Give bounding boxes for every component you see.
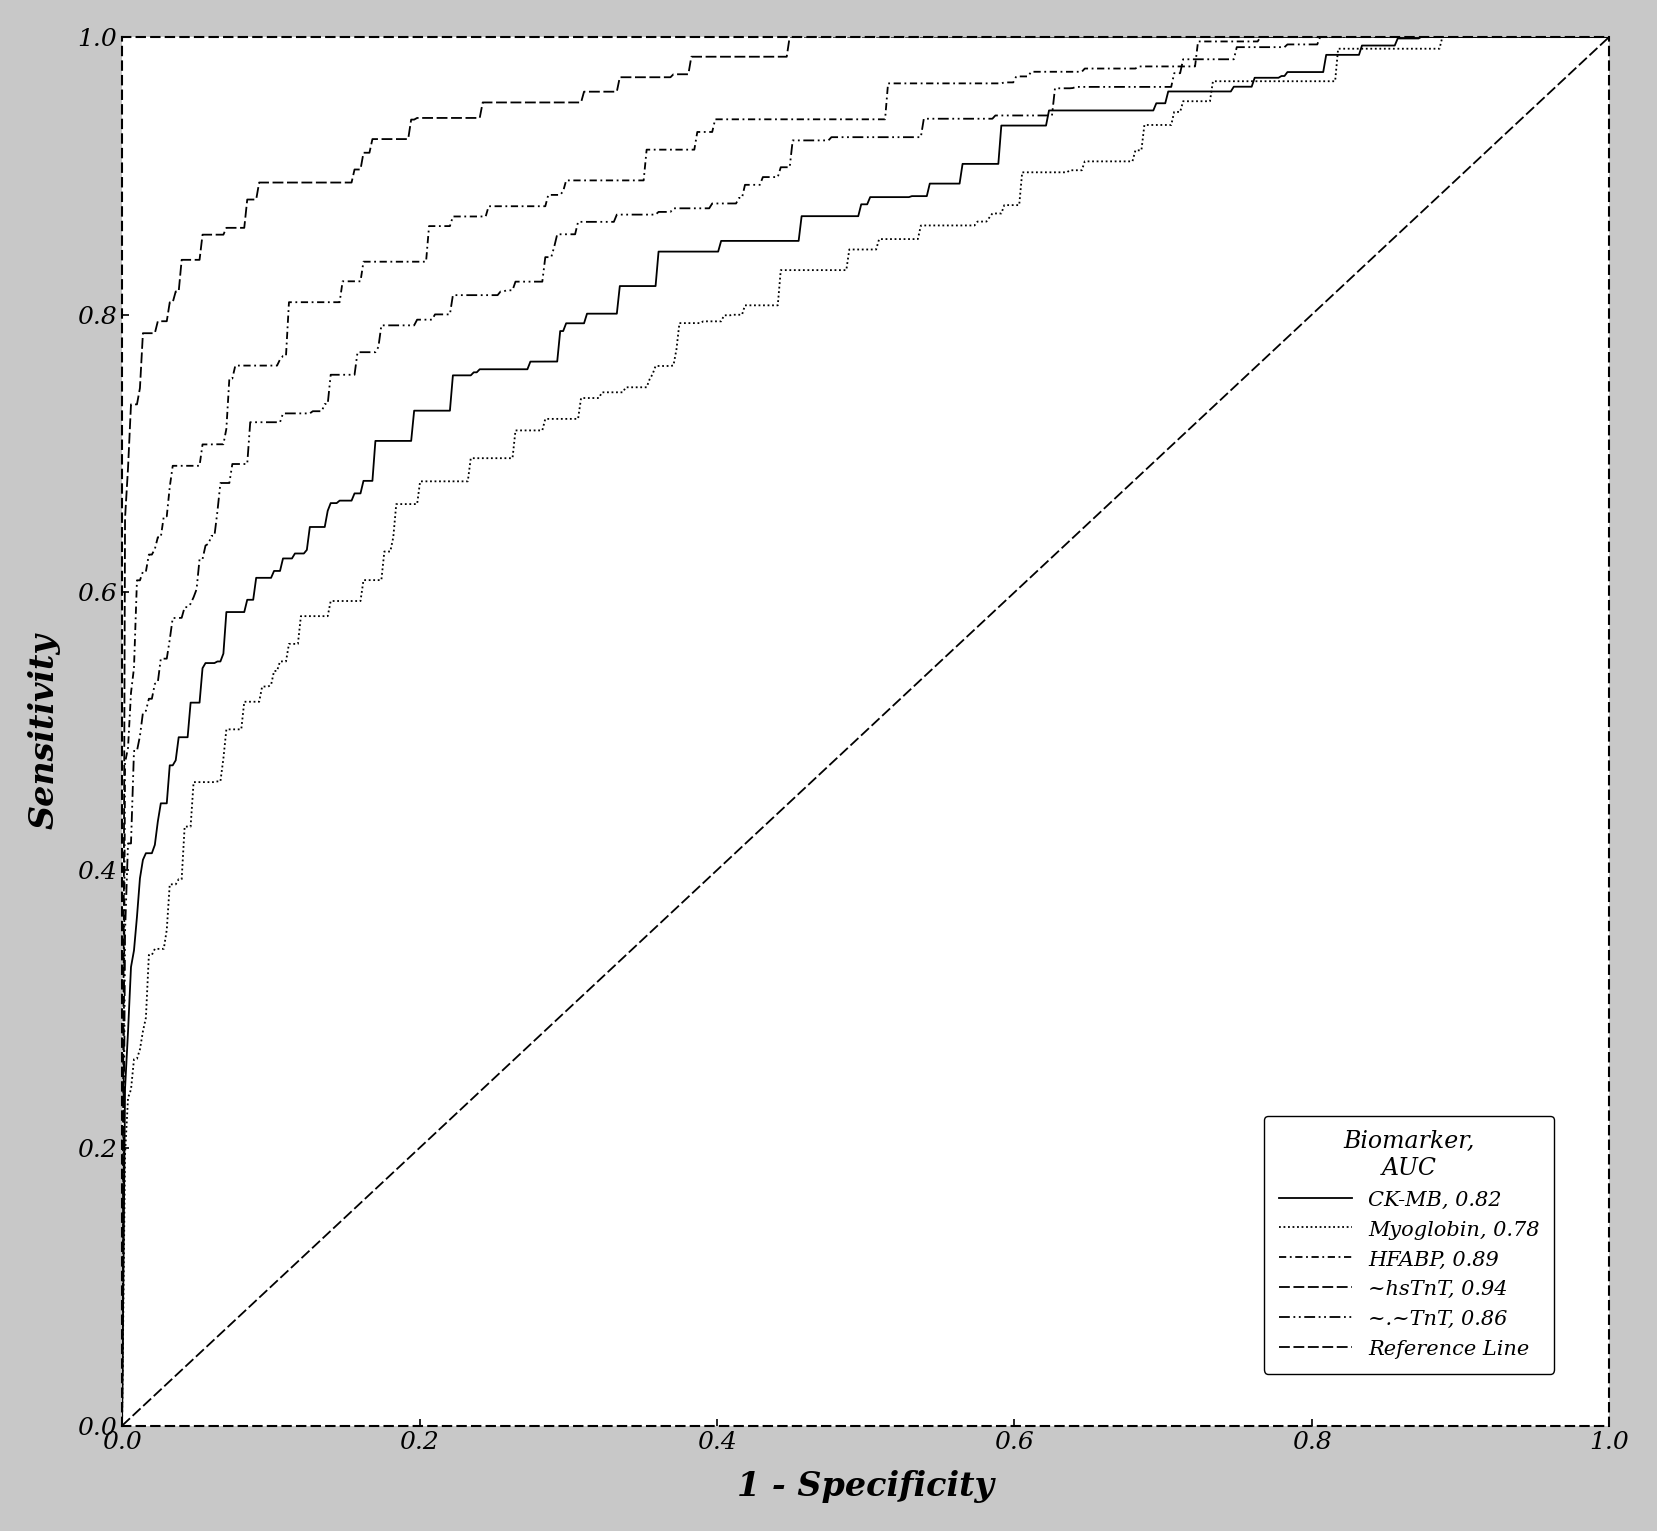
~.~TnT, 0.86 xyxy=(827,129,847,147)
HFABP, 0.89 xyxy=(1334,28,1354,46)
~hsTnT, 0.94 xyxy=(920,28,940,46)
Line: HFABP, 0.89: HFABP, 0.89 xyxy=(123,37,1609,1425)
~hsTnT, 0.94 xyxy=(1566,28,1586,46)
HFABP, 0.89 xyxy=(1599,28,1619,46)
Myoglobin, 0.78 xyxy=(998,196,1017,214)
~.~TnT, 0.86 xyxy=(1370,28,1390,46)
CK-MB, 0.82 xyxy=(113,1416,133,1435)
HFABP, 0.89 xyxy=(916,73,936,92)
~.~TnT, 0.86 xyxy=(819,132,838,150)
HFABP, 0.89 xyxy=(998,73,1017,92)
~.~TnT, 0.86 xyxy=(998,106,1017,124)
CK-MB, 0.82 xyxy=(1412,28,1432,46)
Myoglobin, 0.78 xyxy=(916,216,936,234)
CK-MB, 0.82 xyxy=(916,187,936,205)
HFABP, 0.89 xyxy=(113,1416,133,1435)
~hsTnT, 0.94 xyxy=(822,28,842,46)
HFABP, 0.89 xyxy=(1251,28,1271,46)
Myoglobin, 0.78 xyxy=(827,260,847,279)
~.~TnT, 0.86 xyxy=(1599,28,1619,46)
CK-MB, 0.82 xyxy=(1599,28,1619,46)
CK-MB, 0.82 xyxy=(998,116,1017,135)
CK-MB, 0.82 xyxy=(819,207,838,225)
Line: ~hsTnT, 0.94: ~hsTnT, 0.94 xyxy=(123,37,1609,1425)
CK-MB, 0.82 xyxy=(827,207,847,225)
~.~TnT, 0.86 xyxy=(1331,28,1350,46)
~hsTnT, 0.94 xyxy=(113,1416,133,1435)
~hsTnT, 0.94 xyxy=(780,28,800,46)
Myoglobin, 0.78 xyxy=(1566,28,1586,46)
CK-MB, 0.82 xyxy=(1331,46,1350,64)
Legend: CK-MB, 0.82, Myoglobin, 0.78, HFABP, 0.89, ~hsTnT, 0.94, ~.~TnT, 0.86, Reference: CK-MB, 0.82, Myoglobin, 0.78, HFABP, 0.8… xyxy=(1264,1116,1554,1373)
Myoglobin, 0.78 xyxy=(1331,40,1350,58)
Myoglobin, 0.78 xyxy=(1599,28,1619,46)
Y-axis label: Sensitivity: Sensitivity xyxy=(28,634,61,830)
Line: CK-MB, 0.82: CK-MB, 0.82 xyxy=(123,37,1609,1425)
HFABP, 0.89 xyxy=(827,110,847,129)
~hsTnT, 0.94 xyxy=(830,28,850,46)
Myoglobin, 0.78 xyxy=(1433,28,1453,46)
HFABP, 0.89 xyxy=(819,110,838,129)
Line: Myoglobin, 0.78: Myoglobin, 0.78 xyxy=(123,37,1609,1425)
~hsTnT, 0.94 xyxy=(1599,28,1619,46)
~hsTnT, 0.94 xyxy=(1334,28,1354,46)
CK-MB, 0.82 xyxy=(1566,28,1586,46)
~.~TnT, 0.86 xyxy=(1566,28,1586,46)
Line: ~.~TnT, 0.86: ~.~TnT, 0.86 xyxy=(123,37,1609,1425)
~.~TnT, 0.86 xyxy=(113,1416,133,1435)
~.~TnT, 0.86 xyxy=(916,110,936,129)
Myoglobin, 0.78 xyxy=(113,1416,133,1435)
~hsTnT, 0.94 xyxy=(1001,28,1021,46)
Myoglobin, 0.78 xyxy=(819,260,838,279)
X-axis label: 1 - Specificity: 1 - Specificity xyxy=(737,1470,994,1503)
HFABP, 0.89 xyxy=(1566,28,1586,46)
